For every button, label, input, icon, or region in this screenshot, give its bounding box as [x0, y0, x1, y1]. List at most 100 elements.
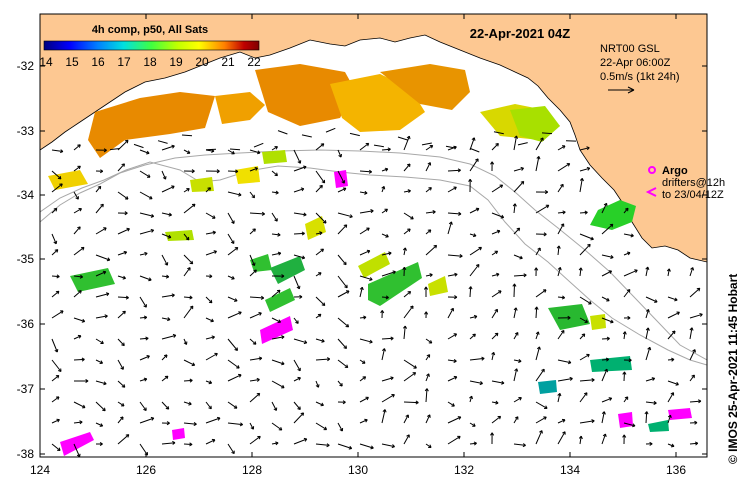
current-vector-head — [315, 384, 320, 388]
current-vector-head — [239, 422, 244, 427]
current-vector-head — [403, 325, 408, 329]
current-vector-head — [469, 395, 473, 400]
current-vector — [227, 247, 239, 256]
current-vector-head — [104, 314, 108, 319]
current-vector — [325, 127, 336, 133]
current-vector-head — [432, 210, 436, 214]
current-vector — [623, 371, 625, 382]
current-vector — [513, 368, 518, 382]
current-vector-head — [584, 319, 589, 323]
current-vector — [447, 401, 455, 407]
current-vector — [447, 416, 462, 424]
current-vector — [249, 435, 261, 445]
current-vector — [205, 148, 217, 151]
current-vector-head — [366, 227, 370, 232]
current-vector — [513, 203, 516, 214]
current-vector — [513, 359, 522, 362]
current-vector-head — [606, 336, 610, 341]
current-vector-head — [453, 375, 458, 380]
current-vector — [425, 338, 433, 344]
current-vector — [249, 379, 260, 382]
current-vector — [227, 212, 235, 224]
current-vector — [227, 443, 235, 454]
current-vector — [689, 287, 701, 298]
current-vector — [447, 146, 457, 151]
current-vector — [491, 380, 505, 384]
current-vector-head — [649, 441, 653, 446]
current-vector-head — [338, 154, 342, 158]
current-vector — [139, 275, 152, 281]
current-vector — [117, 163, 125, 172]
current-vector-head — [500, 214, 505, 219]
current-vector — [579, 267, 582, 277]
current-vector — [397, 136, 408, 141]
current-vector — [579, 392, 588, 403]
current-vector-head — [578, 267, 583, 271]
current-vector-head — [207, 187, 211, 191]
current-vector-head — [143, 315, 148, 320]
current-vector — [491, 332, 499, 340]
current-vector — [161, 185, 175, 193]
current-vector-head — [429, 273, 433, 278]
current-vector-head — [557, 267, 562, 271]
current-vector — [667, 268, 670, 277]
current-vector — [623, 207, 629, 214]
current-vector-head — [121, 342, 125, 347]
current-vector — [73, 335, 82, 340]
current-vector — [425, 373, 430, 382]
colorbar-tick: 21 — [221, 55, 235, 69]
current-vector-head — [495, 400, 499, 405]
current-vector-head — [81, 318, 86, 323]
current-vector-head — [164, 375, 169, 380]
current-vector-head — [561, 330, 565, 334]
current-vector-head — [365, 396, 369, 401]
current-vector — [271, 146, 278, 151]
current-vector-head — [676, 311, 680, 316]
current-vector — [315, 272, 322, 277]
current-vector-head — [578, 435, 583, 440]
current-vector — [667, 358, 675, 361]
current-vector — [491, 250, 498, 256]
current-vector-head — [534, 306, 539, 310]
current-vector-head — [494, 250, 499, 255]
current-vector-head — [55, 396, 60, 400]
current-vector-head — [583, 392, 588, 396]
x-tick-label: 126 — [136, 463, 156, 477]
current-vector-head — [604, 368, 608, 373]
current-vector — [249, 228, 256, 235]
current-vector — [447, 212, 462, 215]
current-vector-head — [230, 240, 235, 244]
current-vector-head — [539, 430, 543, 434]
current-vector — [491, 230, 501, 235]
current-vector-head — [235, 169, 239, 174]
current-vector — [183, 422, 197, 425]
current-vector — [645, 296, 658, 303]
current-vector — [271, 336, 285, 340]
current-vector-head — [81, 357, 85, 362]
current-vector — [579, 178, 583, 193]
colorbar-tick: 20 — [195, 55, 209, 69]
current-vector — [161, 275, 169, 278]
current-vector-head — [256, 392, 261, 397]
current-vector — [161, 442, 176, 445]
current-vector-head — [473, 314, 478, 319]
current-vector-head — [626, 251, 631, 256]
current-vector-head — [144, 251, 148, 256]
current-vector — [447, 169, 461, 172]
current-vector — [315, 380, 319, 388]
current-vector-head — [261, 211, 265, 216]
current-vector-head — [78, 290, 82, 294]
current-vector-head — [277, 251, 282, 256]
current-vector — [513, 443, 526, 446]
current-vector-head — [428, 187, 432, 191]
current-vector — [227, 359, 240, 369]
current-vector-head — [426, 414, 431, 418]
current-vector-head — [472, 333, 476, 338]
current-vector — [315, 313, 322, 319]
current-vector — [117, 434, 130, 445]
current-vector — [271, 252, 281, 256]
current-vector — [205, 401, 212, 410]
current-vector-head — [82, 404, 86, 409]
current-vector — [95, 401, 106, 412]
current-vector — [227, 374, 242, 382]
